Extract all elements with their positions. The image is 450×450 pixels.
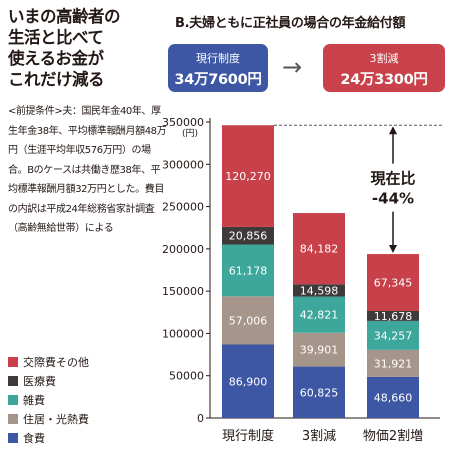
category-label: 物価2割増	[363, 428, 423, 444]
headline-line: これだけ減る	[8, 70, 105, 89]
bar-value-label: 61,178	[229, 264, 268, 277]
y-tick-label: 200000	[162, 243, 204, 256]
headline-line: 使えるお金が	[8, 49, 104, 68]
bar-value-label: 120,270	[225, 170, 271, 183]
y-tick-label: 300000	[162, 158, 204, 171]
y-tick-label: 250000	[162, 201, 204, 214]
legend-label: 医療費	[23, 374, 56, 388]
bar-value-label: 39,901	[300, 344, 339, 357]
bar-value-label: 57,006	[229, 314, 268, 327]
reduced-label: 3割減	[369, 52, 399, 65]
legend-swatch	[8, 432, 18, 443]
reduced-value: 24万3300円	[340, 72, 428, 88]
chart-title: B.夫婦ともに正社員の場合の年金給付額	[175, 16, 406, 31]
comparison-box	[363, 163, 423, 212]
bar-segment-medical	[367, 311, 419, 321]
comparison-label: 現在比	[370, 170, 415, 188]
arrow-right-icon: →	[282, 53, 303, 81]
headline-line: いまの高齢者の	[8, 7, 121, 26]
legend-label: 住居・光熱費	[23, 412, 89, 426]
bar-segment-housing	[367, 349, 419, 377]
comparison-value: -44%	[372, 190, 414, 208]
arrow-down-icon	[389, 245, 397, 254]
bar-segment-social	[222, 125, 274, 227]
bar-segment-social	[367, 254, 419, 312]
bar-value-label: 31,921	[374, 357, 413, 370]
y-unit-label: (円)	[182, 128, 198, 139]
bar-segment-housing	[293, 332, 345, 367]
legend-swatch	[8, 394, 18, 405]
bar-value-label: 14,598	[300, 284, 339, 297]
headline: いまの高齢者の 生活と比べて 使えるお金が これだけ減る	[8, 6, 163, 90]
bar-value-label: 86,900	[229, 375, 268, 388]
arrow-up-icon	[389, 126, 397, 135]
legend: 交際費その他 医療費雑費住居・光熱費 食費	[8, 352, 158, 447]
bar-segment-food	[222, 344, 274, 418]
category-labels: 現行制度 3割減 物価2割増	[222, 428, 423, 444]
legend-item-medical: 医療費	[8, 371, 158, 390]
bar-value-label: 34,257	[374, 329, 413, 342]
legend-item-housing: 住居・光熱費	[8, 409, 158, 428]
legend-item-misc: 雑費	[8, 390, 158, 409]
comparison-annotation: 現在比 -44%	[274, 124, 442, 254]
bar-segment-social	[293, 213, 345, 285]
legend-label: 雑費	[23, 393, 45, 407]
bar-value-label: 60,825	[300, 386, 339, 399]
bar-value-label: 67,345	[374, 277, 413, 290]
bar-segment-medical	[222, 226, 274, 245]
reduced-callout: 3割減 24万3300円	[323, 44, 445, 92]
bar-segment-housing	[222, 296, 274, 345]
bar-segment-food	[293, 366, 345, 418]
bar-value-label: 42,821	[300, 309, 339, 322]
bar-value-label: 84,182	[300, 243, 339, 256]
headline-line: 生活と比べて	[8, 28, 104, 47]
current-system-callout: 現行制度 34万7600円	[168, 44, 268, 92]
bar-segment-medical	[293, 284, 345, 297]
y-tick-label: 100000	[162, 327, 204, 340]
bar-value-label: 20,856	[229, 230, 268, 243]
bars: 86,900 57,006 61,178 20,856 120,270 60,825 39,…	[222, 125, 419, 418]
legend-swatch	[8, 375, 18, 386]
bar-value-label: 48,660	[374, 391, 413, 404]
y-tick-label: 50000	[169, 370, 204, 383]
legend-item-social: 交際費その他	[8, 352, 158, 371]
legend-label: 交際費その他	[23, 355, 89, 369]
legend-swatch	[8, 356, 18, 367]
conditions-text: <前提条件>夫：国民年金40年、厚生年金38年、平均標準報酬月額48万円（生涯平…	[8, 106, 167, 234]
category-label: 3割減	[302, 428, 336, 444]
bar-value-label: 11,678	[374, 310, 413, 323]
y-tick-label: 350000	[162, 116, 204, 129]
legend-item-food: 食費	[8, 428, 158, 447]
legend-label: 食費	[23, 431, 45, 445]
bar-segment-misc	[367, 320, 419, 350]
current-system-value: 34万7600円	[174, 72, 262, 88]
bar-segment-misc	[293, 296, 345, 333]
category-label: 現行制度	[222, 428, 274, 444]
legend-swatch	[8, 413, 18, 424]
bar-segment-misc	[222, 244, 274, 297]
current-system-label: 現行制度	[196, 52, 240, 65]
bar-segment-food	[367, 376, 419, 418]
y-tick-label: 150000	[162, 285, 204, 298]
y-tick-label: 0	[197, 412, 204, 425]
